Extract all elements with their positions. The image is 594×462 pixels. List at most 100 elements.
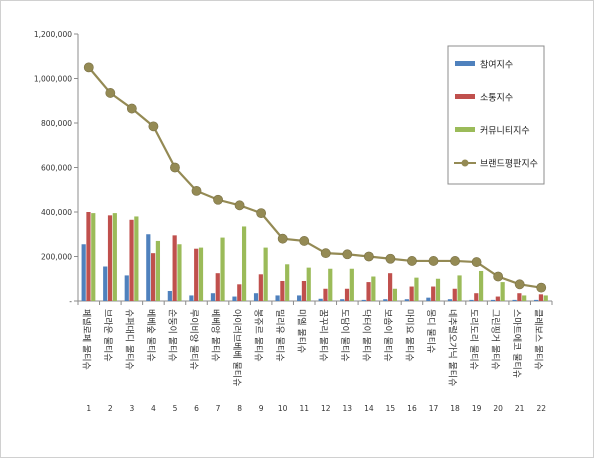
category-number: 11 <box>299 404 309 413</box>
category-label: 밀리유 물티슈 <box>274 309 286 362</box>
bar <box>253 293 259 301</box>
line-point <box>428 256 439 266</box>
bar <box>435 278 441 301</box>
bar <box>457 275 462 301</box>
category-label: 도담이 물티슈 <box>339 309 351 362</box>
series-line <box>87 66 542 289</box>
category-number: 7 <box>216 404 221 413</box>
legend-label: 커뮤니티지수 <box>480 126 530 137</box>
line-point <box>126 103 137 114</box>
line-point <box>493 271 504 282</box>
category-number: 12 <box>321 404 331 413</box>
bar <box>392 288 398 301</box>
legend-swatch <box>455 61 475 66</box>
bar <box>371 276 376 301</box>
legend-label: 브랜드평판지수 <box>480 159 538 170</box>
bar <box>86 212 91 301</box>
bar <box>388 273 393 301</box>
category-label: 베베숲 물티슈 <box>145 309 156 362</box>
category-label: 몽디 물티슈 <box>425 309 436 353</box>
category-label: 도리도리 물티슈 <box>468 309 479 370</box>
category-number: 15 <box>386 404 396 413</box>
bar <box>328 268 333 301</box>
line-point <box>471 257 482 267</box>
legend-label: 소통지수 <box>480 93 513 104</box>
legend-marker <box>461 159 469 167</box>
category-number: 9 <box>259 404 264 413</box>
bar <box>155 240 161 301</box>
category-label: 아이러브베베 물티슈 <box>231 309 242 386</box>
line-point <box>170 162 180 173</box>
category-label: 브라운 물티슈 <box>102 309 113 362</box>
y-tick-label: 200,000 <box>41 253 72 262</box>
bar <box>220 237 225 301</box>
category-label: 보솜이 물티슈 <box>382 309 393 362</box>
bar <box>318 298 323 301</box>
bar <box>146 234 151 301</box>
bar <box>275 295 280 301</box>
bar <box>431 286 436 301</box>
y-tick-label: 800,000 <box>41 119 72 128</box>
bar <box>280 280 285 301</box>
bar <box>306 267 311 302</box>
y-tick-label: - <box>69 297 72 306</box>
bar <box>241 226 247 301</box>
bar <box>538 294 544 301</box>
category-label: 베베앙 물티슈 <box>210 309 222 362</box>
line-point <box>407 256 417 266</box>
bars <box>81 212 548 302</box>
line-point <box>234 200 245 211</box>
legend-swatch <box>455 127 475 132</box>
bar <box>469 299 474 301</box>
line-point <box>256 208 267 219</box>
bar <box>426 297 431 301</box>
category-label: 닥터이 물티슈 <box>360 309 371 362</box>
bar <box>517 293 522 301</box>
bar <box>134 216 139 301</box>
category-label: 슈퍼대디 물티슈 <box>123 309 134 370</box>
bar <box>366 282 371 301</box>
bar <box>189 295 194 301</box>
bar <box>263 247 268 301</box>
bar <box>194 248 199 301</box>
category-number: 14 <box>364 404 374 413</box>
bar <box>344 288 350 301</box>
category-number: 21 <box>515 404 525 413</box>
bar <box>404 299 409 301</box>
line-point <box>191 185 202 196</box>
bar <box>522 295 527 301</box>
legend-label: 참여지수 <box>480 59 513 71</box>
bar <box>383 299 388 301</box>
category-number: 5 <box>173 404 178 413</box>
category-label: 꿈꾸리 물티슈 <box>317 309 328 362</box>
line-point <box>277 233 288 244</box>
category-number: 18 <box>450 404 460 413</box>
bar <box>490 299 496 301</box>
bar <box>167 290 172 301</box>
bar <box>198 247 204 301</box>
bar <box>361 299 366 301</box>
bar <box>232 296 237 301</box>
line-point <box>363 251 374 262</box>
category-number: 4 <box>151 404 156 413</box>
category-number: 1 <box>86 404 91 413</box>
category-number: 20 <box>493 404 503 413</box>
line-point <box>213 194 223 205</box>
bar <box>237 284 242 301</box>
category-number: 8 <box>237 404 242 413</box>
category-number: 13 <box>343 404 353 413</box>
bar <box>512 299 517 301</box>
bar <box>447 299 453 301</box>
category-label: 페넬로페 물티슈 <box>80 309 92 370</box>
bar <box>177 244 182 301</box>
bar <box>258 274 263 301</box>
category-number: 16 <box>407 404 417 413</box>
line-point <box>320 248 331 259</box>
bar <box>81 244 86 301</box>
y-tick-label: 400,000 <box>41 208 72 217</box>
bar <box>210 293 216 301</box>
line-point <box>148 121 159 132</box>
category-label: 네추럴오가닉 물티슈 <box>447 309 458 386</box>
y-axis: - 200,000 400,000 600,000 800,000 1,000,000 1,… <box>34 30 79 306</box>
